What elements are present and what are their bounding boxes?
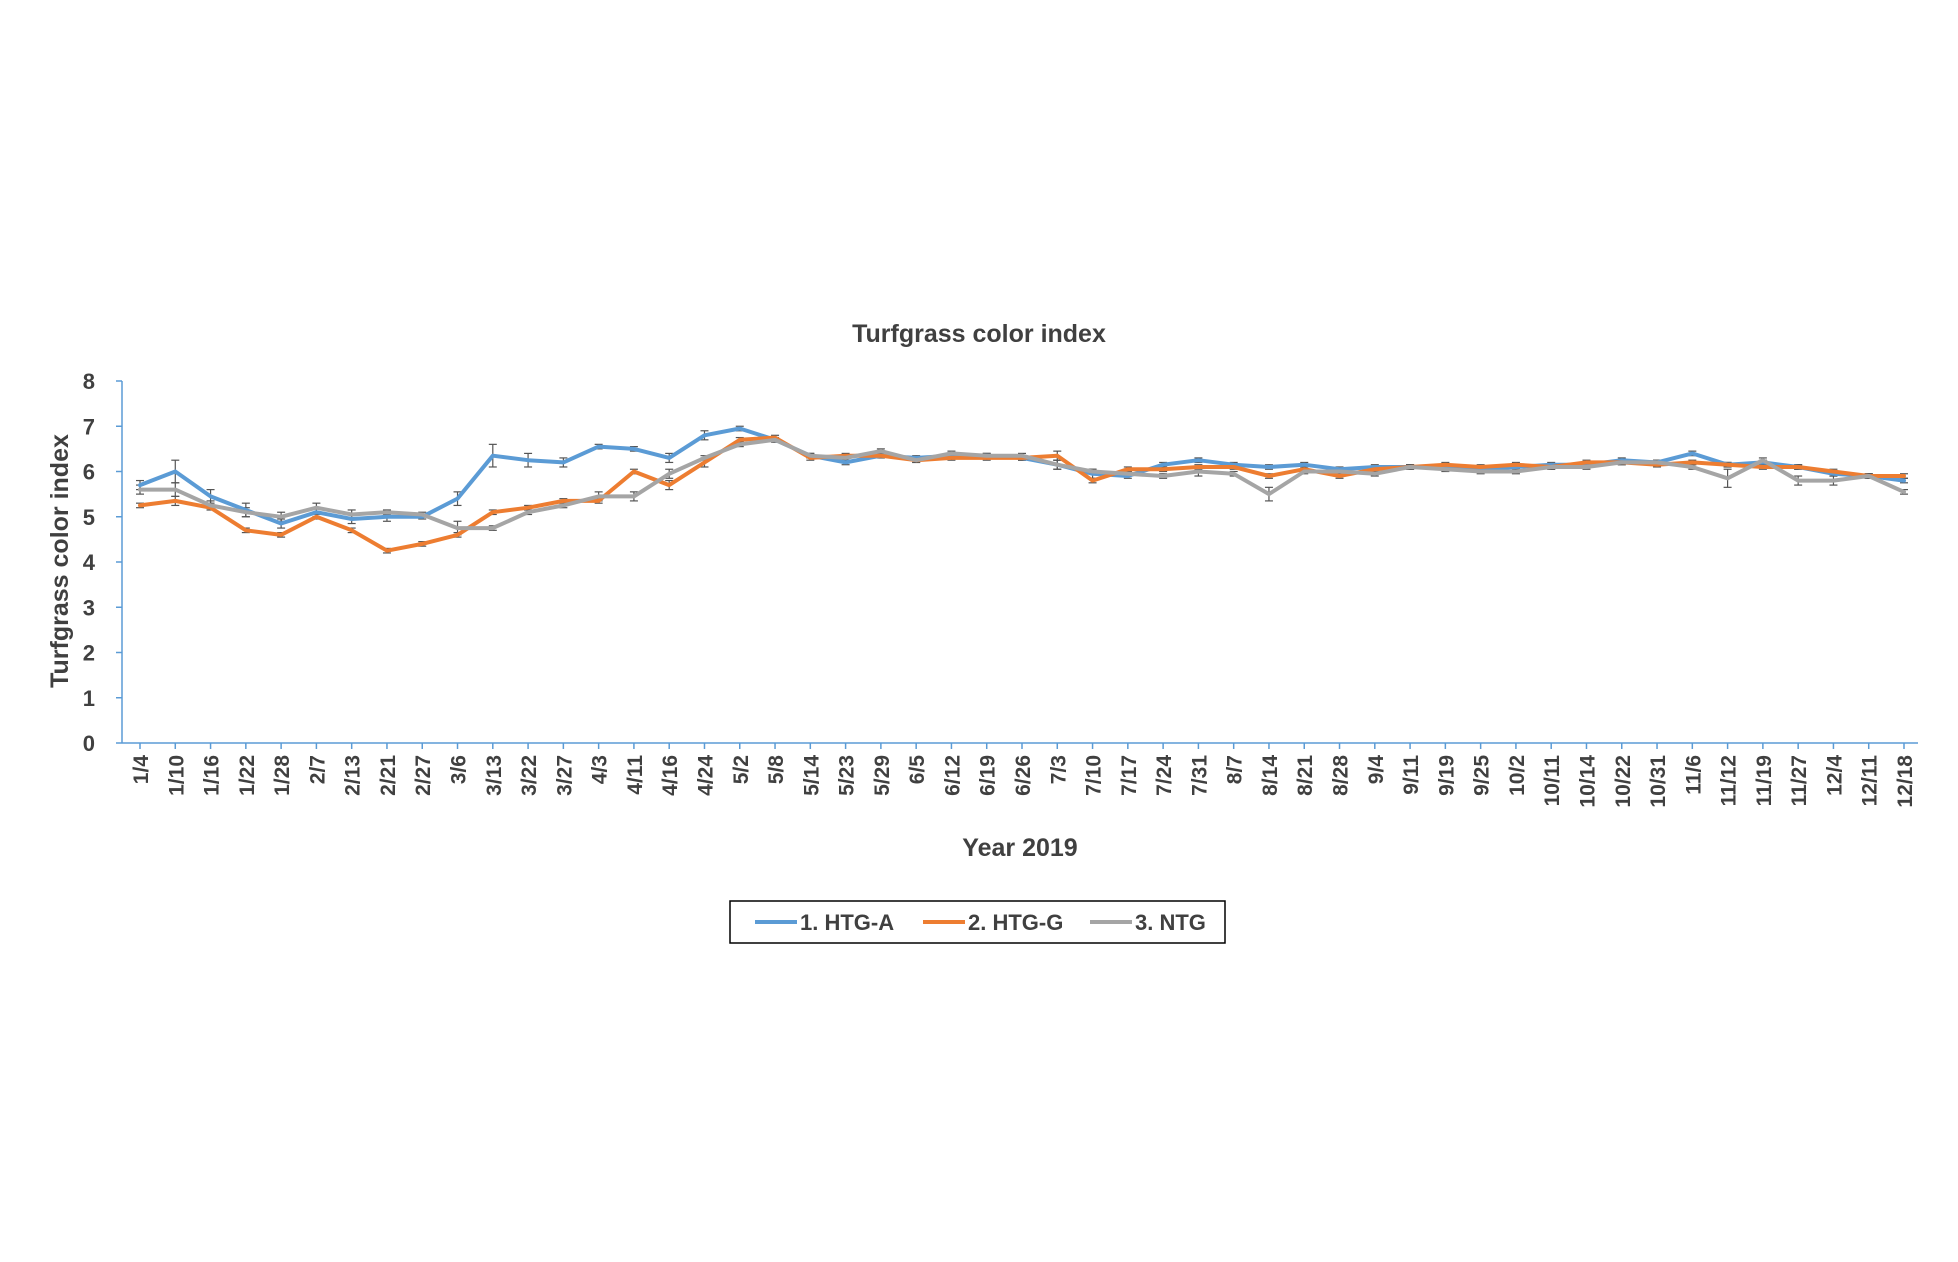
x-tick-label: 1/4	[130, 755, 153, 785]
x-tick-label: 5/2	[730, 755, 753, 784]
x-tick-label: 6/5	[906, 755, 929, 785]
x-tick-label: 11/19	[1753, 755, 1776, 806]
y-axis-title: Turfgrass color index	[46, 434, 74, 688]
x-tick-label: 8/14	[1259, 755, 1282, 796]
x-tick-label: 4/16	[659, 755, 682, 796]
y-tick-label: 3	[83, 595, 95, 620]
x-tick-label: 3/22	[518, 755, 541, 796]
x-tick-label: 2/21	[377, 755, 400, 796]
legend-label-ntg: 3. NTG	[1135, 910, 1206, 935]
x-tick-label: 7/10	[1083, 755, 1106, 796]
x-tick-label: 5/29	[871, 755, 894, 796]
x-tick-label: 7/17	[1118, 755, 1141, 796]
x-tick-label: 2/27	[412, 755, 435, 796]
x-tick-label: 10/11	[1541, 755, 1564, 807]
x-tick-label: 12/18	[1894, 755, 1917, 808]
y-tick-label: 6	[83, 460, 95, 485]
y-tick-label: 4	[83, 550, 96, 575]
x-tick-label: 8/7	[1224, 755, 1247, 784]
y-tick-label: 2	[83, 641, 95, 666]
x-tick-label: 3/13	[483, 755, 506, 796]
x-tick-label: 1/22	[236, 755, 259, 796]
x-tick-label: 12/4	[1823, 755, 1846, 796]
legend-label-htg-g: 2. HTG-G	[968, 910, 1063, 935]
error-bars	[136, 425, 1908, 554]
x-tick-label: 9/4	[1365, 755, 1388, 785]
x-tick-label: 5/14	[800, 755, 823, 796]
x-tick-label: 8/28	[1330, 755, 1353, 796]
x-tick-label: 11/27	[1788, 755, 1811, 806]
x-tick-label: 7/24	[1153, 755, 1176, 796]
x-tick-label: 6/19	[977, 755, 1000, 796]
x-tick-label: 11/12	[1718, 755, 1741, 806]
x-tick-label: 2/13	[342, 755, 365, 796]
x-tick-label: 10/22	[1612, 755, 1635, 808]
x-tick-label: 9/19	[1435, 755, 1458, 796]
x-tick-label: 1/16	[201, 755, 224, 796]
x-tick-label: 12/11	[1859, 755, 1882, 807]
x-tick-label: 2/7	[306, 755, 329, 784]
y-tick-label: 1	[83, 686, 95, 711]
x-tick-label: 8/21	[1294, 755, 1317, 796]
x-tick-label: 4/11	[624, 755, 647, 795]
x-tick-label: 10/2	[1506, 755, 1529, 796]
x-tick-label: 9/25	[1471, 755, 1494, 796]
x-tick-label: 11/6	[1682, 755, 1705, 795]
y-tick-label: 7	[83, 414, 95, 439]
x-tick-label: 5/8	[765, 755, 788, 785]
x-tick-label: 7/3	[1047, 755, 1070, 784]
legend: 1. HTG-A 2. HTG-G 3. NTG	[729, 900, 1226, 944]
x-tick-label: 10/31	[1647, 755, 1670, 808]
series-lines	[138, 426, 1906, 553]
legend-box	[729, 900, 1226, 944]
chart-title: Turfgrass color index	[852, 320, 1106, 348]
x-tick-label: 3/6	[448, 755, 471, 784]
y-tick-label: 0	[83, 731, 95, 756]
series-line-3	[138, 437, 1906, 531]
x-tick-label: 9/11	[1400, 755, 1423, 795]
y-tick-label: 8	[83, 369, 95, 394]
x-tick-label: 4/24	[694, 755, 717, 796]
series-line-1	[138, 426, 1906, 526]
y-axis-ticks: 0 1 2 3 4 5 6 7 8	[83, 369, 122, 756]
x-tick-label: 7/31	[1188, 755, 1211, 796]
x-tick-label: 6/12	[941, 755, 964, 796]
x-tick-label: 10/14	[1576, 755, 1599, 808]
y-tick-label: 5	[83, 505, 95, 530]
x-tick-label: 4/3	[589, 755, 612, 784]
legend-label-htg-a: 1. HTG-A	[800, 910, 894, 935]
x-tick-label: 3/27	[553, 755, 576, 796]
x-tick-label: 5/23	[836, 755, 859, 796]
x-axis-ticks: 1/4 1/10 1/16 1/22 1/28 2/7 2/13 2/21 2/27 3/6 3/1…	[130, 743, 1917, 808]
x-axis-title: Year 2019	[962, 834, 1077, 862]
x-tick-label: 6/26	[1012, 755, 1035, 796]
x-tick-label: 1/10	[165, 755, 188, 796]
x-tick-label: 1/28	[271, 755, 294, 796]
